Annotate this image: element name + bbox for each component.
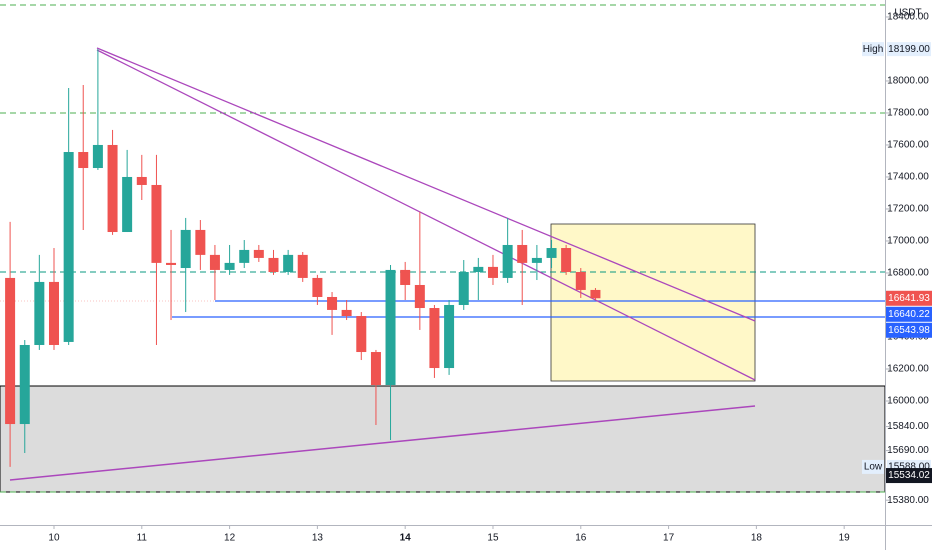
y-tick-label: 17400.00 <box>887 172 929 183</box>
candle-body <box>517 244 528 263</box>
extreme-tag-bg <box>862 42 884 57</box>
candle-body <box>239 249 250 263</box>
x-tick-label: 10 <box>48 533 60 544</box>
candle-body <box>34 281 45 345</box>
trend-line <box>96 49 756 381</box>
candle-body <box>166 262 177 265</box>
y-tick-label: 18000.00 <box>887 76 929 87</box>
candle-body <box>414 284 425 309</box>
extreme-label-bg <box>887 42 931 57</box>
x-tick-label: 12 <box>224 533 236 544</box>
candle-body <box>151 184 162 263</box>
currency-label: USDT <box>894 8 921 19</box>
y-tick-label: 16000.00 <box>887 396 929 407</box>
candle-body <box>283 254 294 273</box>
target-box <box>550 223 756 382</box>
price-label: 16641.93 <box>888 293 930 304</box>
candle-body <box>327 296 338 310</box>
y-tick-label: 18400.00 <box>887 12 929 23</box>
candle-body <box>561 248 572 273</box>
candle-body <box>253 249 264 258</box>
extreme-tag-bg <box>862 459 884 474</box>
x-tick-label: 11 <box>137 533 148 544</box>
y-tick-label: 16200.00 <box>887 364 929 375</box>
x-tick-label: 19 <box>839 533 851 544</box>
y-tick-label: 16800.00 <box>887 268 929 279</box>
y-tick-label: 17800.00 <box>887 108 929 119</box>
candle-body <box>575 272 586 290</box>
price-label-bg <box>886 306 932 322</box>
trend-line <box>96 47 756 322</box>
y-tick-label: 15380.00 <box>887 495 929 506</box>
candle-body <box>92 144 103 169</box>
candle-body <box>5 277 16 425</box>
time-axis-bg <box>0 525 885 550</box>
candle-body <box>590 289 601 299</box>
support-zone <box>0 385 886 493</box>
candle-body <box>268 257 279 273</box>
x-tick-label: 13 <box>312 533 324 544</box>
candle-body <box>341 309 352 317</box>
candle-body <box>458 272 469 305</box>
x-tick-label: 15 <box>487 533 499 544</box>
price-label: 16640.22 <box>888 309 930 320</box>
candle-body <box>473 266 484 273</box>
candle-body <box>78 152 89 169</box>
candle-body <box>370 352 381 385</box>
price-label: 16543.98 <box>888 325 930 336</box>
candle-body <box>546 248 557 258</box>
price-label: 15534.02 <box>888 470 930 481</box>
candle-body <box>136 176 147 185</box>
price-label-bg <box>886 322 932 338</box>
candle-body <box>48 281 59 345</box>
candle-body <box>297 254 308 278</box>
candle-body <box>63 152 74 342</box>
price-axis-bg <box>885 0 932 550</box>
candle-body <box>487 266 498 278</box>
candle-body <box>429 308 440 369</box>
candle-body <box>180 229 191 269</box>
extreme-tag: Low <box>864 462 883 473</box>
extreme-label: 15588.00 <box>888 462 930 473</box>
y-tick-label: 17600.00 <box>887 140 929 151</box>
x-tick-label: 17 <box>663 533 675 544</box>
candle-body <box>400 269 411 285</box>
y-tick-label: 17000.00 <box>887 236 929 247</box>
candle-body <box>19 344 30 425</box>
candle-body <box>385 269 396 385</box>
extreme-label: 18199.00 <box>888 44 930 55</box>
extreme-tag: High <box>863 44 884 55</box>
x-tick-label: 18 <box>751 533 763 544</box>
candle-body <box>444 304 455 369</box>
candle-body <box>312 277 323 297</box>
candle-body <box>224 262 235 270</box>
x-tick-label: 16 <box>575 533 587 544</box>
candle-body <box>356 316 367 353</box>
candle-body <box>531 257 542 263</box>
price-label-bg <box>886 290 932 306</box>
y-tick-label: 15840.00 <box>887 421 929 432</box>
candle-body <box>195 229 206 255</box>
trend-line <box>9 405 756 481</box>
candle-body <box>122 176 133 233</box>
candle-body <box>502 244 513 278</box>
x-tick-label: 14 <box>400 533 412 544</box>
y-tick-label: 15690.00 <box>887 445 929 456</box>
candle-body <box>107 144 118 233</box>
candle-body <box>209 254 220 270</box>
price-label-bg <box>886 468 932 484</box>
y-tick-label: 17200.00 <box>887 204 929 215</box>
